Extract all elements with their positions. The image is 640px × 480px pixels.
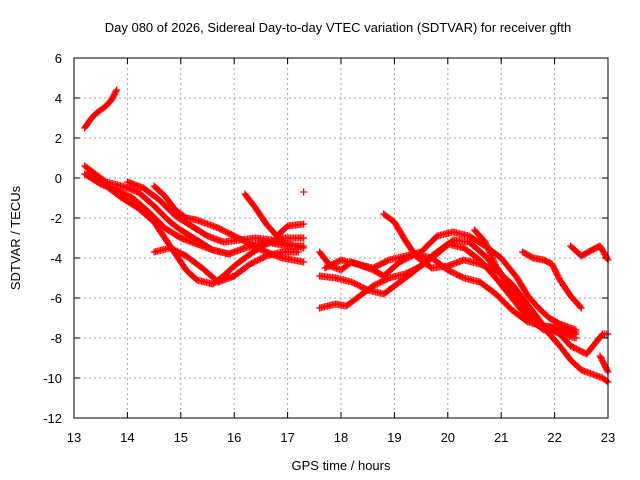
data-point	[487, 250, 495, 258]
data-point	[576, 303, 584, 311]
data-point	[489, 255, 497, 262]
plot-frame	[73, 57, 609, 419]
data-point	[488, 253, 496, 261]
data-point	[484, 244, 492, 252]
data-point	[577, 304, 585, 312]
data-point	[489, 256, 497, 264]
data-point	[603, 367, 611, 375]
y-tick-label: -10	[43, 371, 62, 386]
data-point	[483, 241, 491, 249]
series-s7	[150, 182, 308, 266]
x-tick-label: 19	[387, 430, 401, 445]
x-tick-label: 15	[174, 430, 188, 445]
data-point	[458, 273, 466, 281]
y-axis-label: SDTVAR / TECUs	[8, 185, 23, 290]
data-point	[486, 249, 494, 256]
data-point	[603, 255, 611, 263]
series-s18	[596, 352, 612, 376]
data-point	[572, 326, 580, 334]
series-s16	[519, 248, 585, 312]
data-point	[490, 258, 498, 265]
data-point	[572, 334, 580, 342]
data-point	[481, 238, 489, 246]
y-tick-label: -4	[50, 251, 62, 266]
x-axis-label: GPS time / hours	[292, 458, 391, 473]
x-tick-label: 22	[547, 430, 561, 445]
series-s8	[241, 190, 308, 240]
data-point	[300, 220, 308, 228]
y-tick-label: 0	[55, 171, 62, 186]
data-point	[225, 250, 233, 258]
series-s14	[380, 210, 612, 358]
x-tick-label: 13	[67, 430, 81, 445]
y-tick-label: 4	[55, 91, 62, 106]
y-tick-label: -6	[50, 291, 62, 306]
x-tick-label: 14	[120, 430, 134, 445]
series-s17	[567, 242, 612, 264]
data-point	[483, 243, 491, 250]
data-point	[485, 246, 493, 253]
data-point	[485, 247, 493, 255]
series-s13	[321, 228, 580, 334]
series-s12	[316, 240, 580, 336]
x-tick-label: 17	[280, 430, 294, 445]
series-s1	[81, 86, 121, 132]
x-tick-label: 20	[441, 430, 455, 445]
y-tick-label: 2	[55, 131, 62, 146]
data-point	[384, 275, 392, 283]
y-tick-label: -8	[50, 331, 62, 346]
data-point	[362, 285, 370, 293]
chart-title: Day 080 of 2026, Sidereal Day-to-day VTE…	[105, 20, 572, 35]
y-tick-label: -12	[43, 411, 62, 426]
data-point	[300, 234, 308, 242]
data-point	[300, 244, 308, 252]
data-point	[487, 252, 495, 259]
data-point	[300, 258, 308, 266]
x-tick-label: 21	[494, 430, 508, 445]
y-tick-label: 6	[55, 51, 62, 66]
data-point	[482, 240, 490, 247]
data-point	[112, 87, 120, 95]
x-tick-label: 16	[227, 430, 241, 445]
y-tick-label: -2	[50, 211, 62, 226]
data-point	[113, 86, 121, 94]
series-s15	[471, 226, 612, 386]
data-point	[603, 377, 611, 385]
data-point	[300, 188, 308, 196]
grid-lines	[74, 58, 608, 418]
data-point	[491, 259, 499, 267]
series-s9	[300, 188, 308, 196]
x-tick-label: 18	[334, 430, 348, 445]
data-point	[384, 257, 392, 265]
x-tick-label: 23	[601, 430, 615, 445]
data-points	[81, 86, 612, 386]
axis-ticks: 13 14 15 16 17 18 19 20 21 22 23 -12 -10 -8 -6 -4 -2 0 2 4 6	[43, 51, 615, 445]
